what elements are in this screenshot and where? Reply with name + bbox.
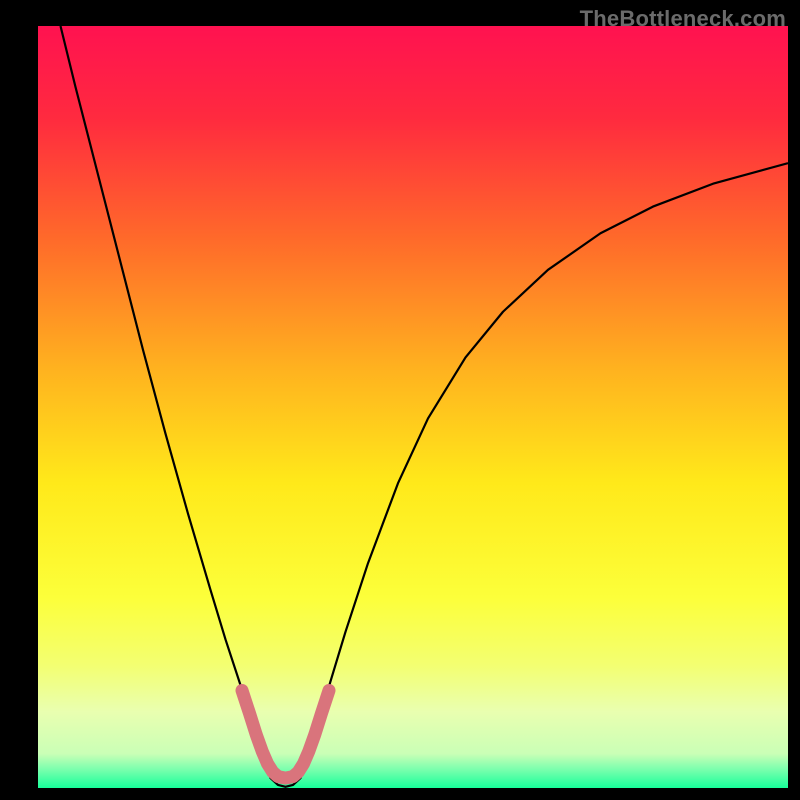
bottleneck-chart xyxy=(38,26,788,788)
chart-frame: TheBottleneck.com xyxy=(0,0,800,800)
gradient-background xyxy=(38,26,788,788)
